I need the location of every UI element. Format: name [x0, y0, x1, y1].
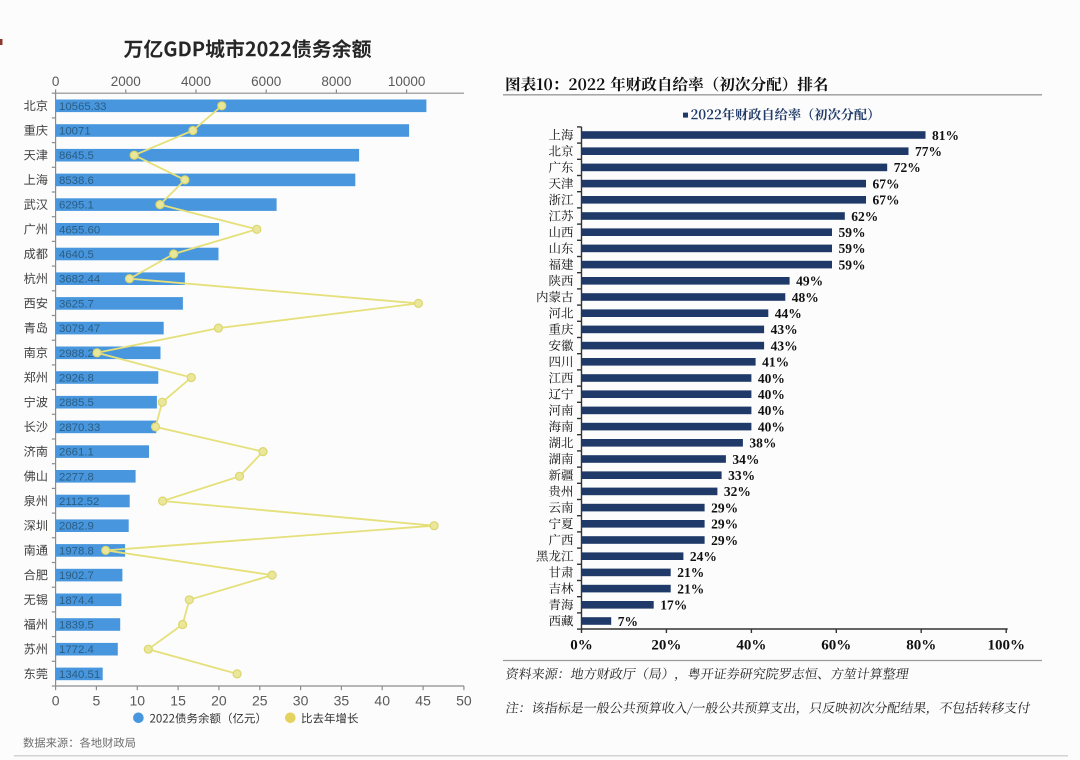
svg-text:48%: 48%	[792, 290, 819, 305]
svg-text:40%: 40%	[758, 419, 785, 434]
svg-text:10: 10	[130, 692, 146, 708]
svg-text:1340.51: 1340.51	[59, 669, 100, 681]
svg-text:29%: 29%	[711, 517, 738, 532]
svg-text:29%: 29%	[711, 533, 738, 548]
svg-text:20: 20	[211, 692, 227, 708]
svg-text:2926.8: 2926.8	[59, 373, 94, 385]
svg-text:8538.6: 8538.6	[59, 175, 94, 187]
svg-text:33%: 33%	[728, 468, 755, 483]
svg-text:40: 40	[374, 692, 390, 708]
svg-text:43%: 43%	[771, 338, 798, 353]
svg-text:30: 30	[293, 692, 309, 708]
svg-text:40%: 40%	[758, 387, 785, 402]
svg-text:25: 25	[252, 692, 268, 708]
svg-text:40%: 40%	[758, 403, 785, 418]
svg-text:62%: 62%	[851, 209, 878, 224]
svg-text:3682.44: 3682.44	[59, 274, 100, 286]
svg-text:59%: 59%	[839, 257, 866, 272]
svg-text:38%: 38%	[749, 436, 776, 451]
svg-text:17%: 17%	[660, 598, 687, 613]
svg-text:3625.7: 3625.7	[59, 298, 94, 310]
svg-text:60%: 60%	[821, 637, 851, 653]
svg-text:67%: 67%	[873, 176, 900, 191]
svg-text:72%: 72%	[894, 160, 921, 175]
svg-text:59%: 59%	[839, 241, 866, 256]
svg-text:24%: 24%	[690, 549, 717, 564]
svg-text:10071: 10071	[59, 126, 91, 138]
svg-text:8000: 8000	[321, 74, 351, 89]
svg-text:20%: 20%	[651, 637, 681, 653]
svg-text:2870.33: 2870.33	[59, 422, 100, 434]
svg-text:67%: 67%	[873, 193, 900, 208]
svg-text:49%: 49%	[796, 274, 823, 289]
svg-text:10000: 10000	[388, 74, 426, 89]
svg-text:2112.52: 2112.52	[59, 496, 99, 508]
svg-text:0: 0	[52, 692, 60, 708]
svg-text:1902.7: 1902.7	[59, 570, 94, 582]
svg-text:40%: 40%	[736, 637, 766, 653]
svg-text:32%: 32%	[724, 484, 751, 499]
svg-text:1978.8: 1978.8	[59, 545, 94, 557]
svg-text:35: 35	[334, 692, 350, 708]
svg-text:21%: 21%	[677, 565, 704, 580]
svg-text:1839.5: 1839.5	[59, 620, 94, 632]
svg-text:50: 50	[456, 692, 472, 708]
svg-text:3079.47: 3079.47	[59, 323, 100, 335]
svg-text:10565.33: 10565.33	[59, 101, 107, 113]
svg-text:29%: 29%	[711, 500, 738, 515]
svg-text:15: 15	[170, 692, 186, 708]
svg-text:2988.2: 2988.2	[59, 348, 94, 360]
svg-text:6000: 6000	[251, 74, 281, 89]
svg-text:4000: 4000	[181, 74, 211, 89]
svg-text:21%: 21%	[677, 581, 704, 596]
svg-text:5: 5	[93, 692, 101, 708]
svg-text:0: 0	[52, 74, 60, 89]
svg-text:2082.9: 2082.9	[59, 521, 94, 533]
svg-text:44%: 44%	[775, 306, 802, 321]
svg-text:100%: 100%	[987, 637, 1025, 653]
svg-text:80%: 80%	[906, 637, 936, 653]
svg-text:1772.4: 1772.4	[59, 644, 94, 656]
svg-text:2277.8: 2277.8	[59, 471, 94, 483]
svg-text:8645.5: 8645.5	[59, 150, 94, 162]
svg-text:41%: 41%	[762, 355, 789, 370]
svg-text:45: 45	[415, 692, 431, 708]
svg-text:7%: 7%	[618, 614, 638, 629]
svg-text:4640.5: 4640.5	[59, 249, 94, 261]
svg-text:2661.1: 2661.1	[59, 447, 94, 459]
svg-text:34%: 34%	[732, 452, 759, 467]
svg-text:2885.5: 2885.5	[59, 397, 94, 409]
svg-text:43%: 43%	[771, 322, 798, 337]
svg-text:0%: 0%	[570, 637, 593, 653]
svg-text:1874.4: 1874.4	[59, 595, 94, 607]
svg-text:6295.1: 6295.1	[59, 200, 94, 212]
svg-text:81%: 81%	[932, 128, 959, 143]
svg-text:4655.60: 4655.60	[59, 224, 100, 236]
svg-text:59%: 59%	[839, 225, 866, 240]
svg-text:77%: 77%	[915, 144, 942, 159]
svg-text:2000: 2000	[111, 74, 141, 89]
svg-text:40%: 40%	[758, 371, 785, 386]
